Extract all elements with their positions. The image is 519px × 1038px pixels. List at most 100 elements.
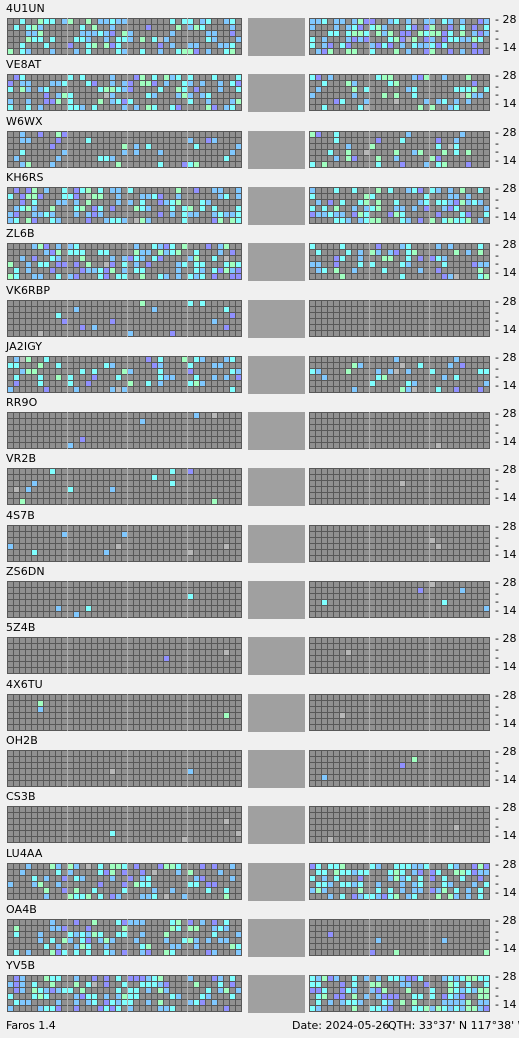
heatmap-cell — [110, 357, 115, 362]
heatmap-cell — [44, 200, 49, 205]
heatmap-cell — [382, 81, 387, 86]
heatmap-cell — [466, 200, 471, 205]
heatmap-cell — [176, 363, 181, 368]
heatmap-cell — [164, 437, 169, 442]
heatmap-cell — [316, 49, 321, 54]
heatmap-cell — [334, 200, 339, 205]
heatmap-cell — [388, 469, 393, 474]
heatmap-cell — [170, 156, 175, 161]
heatmap-cell — [182, 256, 187, 261]
heatmap-cell — [206, 268, 211, 273]
heatmap-cell — [206, 419, 211, 424]
heatmap-cell — [146, 419, 151, 424]
heatmap-cell — [424, 19, 429, 24]
heatmap-cell — [134, 188, 139, 193]
heatmap-cell — [182, 481, 187, 486]
heatmap-cell — [110, 37, 115, 42]
heatmap-cell — [436, 538, 441, 543]
heatmap-cell — [424, 132, 429, 137]
heatmap-cell — [116, 475, 121, 480]
heatmap-cell — [466, 188, 471, 193]
heatmap-cell — [86, 256, 91, 261]
heatmap-cell — [152, 206, 157, 211]
heatmap-cell — [394, 493, 399, 498]
heatmap-cell — [236, 538, 241, 543]
heatmap-cell — [32, 256, 37, 261]
heatmap-cell — [98, 650, 103, 655]
heatmap-cell — [400, 594, 405, 599]
heatmap-cell — [454, 188, 459, 193]
heatmap-cell — [212, 313, 217, 318]
heatmap-cell — [188, 194, 193, 199]
heatmap-cell — [322, 526, 327, 531]
heatmap-cell — [26, 469, 31, 474]
heatmap-cell — [230, 606, 235, 611]
heatmap-cell — [26, 544, 31, 549]
heatmap-cell — [26, 475, 31, 480]
heatmap-cell — [454, 262, 459, 267]
heatmap-cell — [340, 200, 345, 205]
heatmap-cell — [98, 381, 103, 386]
heatmap-cell — [182, 538, 187, 543]
heatmap-cell — [8, 668, 13, 673]
heatmap-cell — [50, 150, 55, 155]
heatmap-cell — [328, 156, 333, 161]
heatmap-cell — [62, 437, 67, 442]
heatmap-cell — [454, 469, 459, 474]
heatmap-cell — [466, 31, 471, 36]
heatmap-cell — [418, 301, 423, 306]
heatmap-cell — [218, 588, 223, 593]
heatmap-cell — [74, 99, 79, 104]
heatmap-cell — [68, 105, 73, 110]
hour-separator — [429, 243, 430, 280]
heatmap-cell — [310, 268, 315, 273]
heatmap-cell — [164, 43, 169, 48]
heatmap-cell — [364, 81, 369, 86]
heatmap-cell — [104, 43, 109, 48]
heatmap-cell — [140, 668, 145, 673]
heatmap-cell — [316, 325, 321, 330]
beacon-grid-right — [309, 131, 493, 169]
heatmap-cell — [484, 31, 489, 36]
heatmap-cell — [140, 499, 145, 504]
heatmap-cell — [436, 369, 441, 374]
heatmap-cell — [442, 582, 447, 587]
beacon-grid-right — [309, 243, 493, 281]
heatmap-cell — [110, 431, 115, 436]
heatmap-cell — [158, 538, 163, 543]
heatmap-cell — [92, 105, 97, 110]
heatmap-cell — [164, 612, 169, 617]
heatmap-cell — [140, 443, 145, 448]
heatmap-cell — [44, 156, 49, 161]
heatmap-cell — [14, 638, 19, 643]
heatmap-cell — [26, 212, 31, 217]
axis-tick: - — [495, 362, 499, 375]
heatmap-cell — [188, 443, 193, 448]
heatmap-cell — [236, 431, 241, 436]
heatmap-cell — [430, 437, 435, 442]
heatmap-cell — [110, 544, 115, 549]
heatmap-cell — [484, 493, 489, 498]
heatmap-cell — [152, 582, 157, 587]
heatmap-cell — [448, 138, 453, 143]
heatmap-cell — [206, 662, 211, 667]
heatmap-cell — [212, 105, 217, 110]
heatmap-cell — [182, 206, 187, 211]
heatmap-cell — [26, 132, 31, 137]
heatmap-cell — [20, 250, 25, 255]
heatmap-cell — [26, 37, 31, 42]
heatmap-cell — [80, 469, 85, 474]
heatmap-cell — [92, 363, 97, 368]
heatmap-cell — [182, 556, 187, 561]
heatmap-cell — [98, 132, 103, 137]
heatmap-cell — [460, 487, 465, 492]
heatmap-cell — [14, 544, 19, 549]
heatmap-cell — [128, 319, 133, 324]
heatmap-cell — [146, 481, 151, 486]
heatmap-cell — [164, 49, 169, 54]
heatmap-cell — [376, 31, 381, 36]
heatmap-cell — [400, 381, 405, 386]
heatmap-cell — [14, 419, 19, 424]
heatmap-cell — [382, 475, 387, 480]
heatmap-cell — [104, 307, 109, 312]
